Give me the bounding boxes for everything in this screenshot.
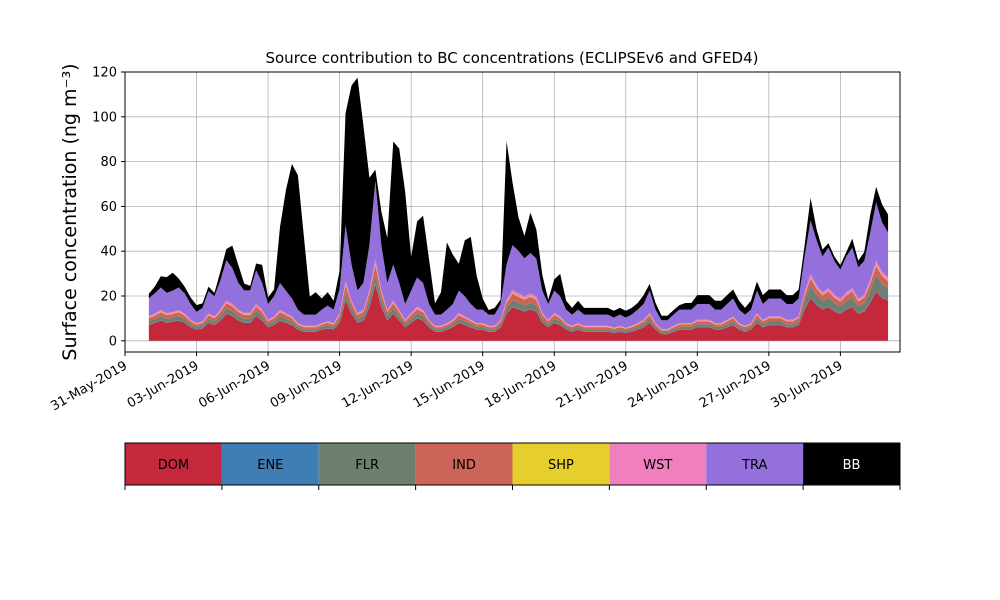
legend-label-tra: TRA	[741, 458, 767, 473]
legend-label-wst: WST	[643, 458, 672, 473]
legend-label-bb: BB	[843, 458, 861, 473]
legend-swatch-bb	[803, 443, 900, 485]
area-wst	[148, 259, 889, 330]
legend-label-flr: FLR	[355, 458, 379, 473]
area-flr	[148, 274, 889, 334]
area-dom	[148, 284, 889, 341]
y-tick-label: 40	[100, 245, 117, 260]
area-tra	[148, 180, 889, 330]
y-tick-label: 20	[100, 290, 117, 305]
y-axis-label: Surface concentration (ng m⁻³)	[59, 63, 81, 360]
y-tick-label: 60	[100, 200, 117, 215]
area-ene	[148, 283, 889, 335]
legend-label-ene: ENE	[257, 458, 283, 473]
legend: DOM ENE FLR IND SHP WST TRA BB	[124, 442, 901, 490]
legend-swatch-shp	[512, 443, 610, 485]
y-tick-label: 120	[92, 66, 117, 81]
legend-swatch-ind	[415, 443, 513, 485]
legend-swatch-tra	[706, 443, 804, 485]
legend-swatch-ene	[221, 443, 319, 485]
y-tick-label: 80	[100, 155, 117, 170]
y-axis: 0 20 40 60 80 100 120	[92, 66, 125, 349]
area-series	[148, 77, 889, 341]
area-ind	[148, 264, 889, 333]
legend-label-dom: DOM	[158, 458, 189, 473]
y-tick-label: 100	[92, 110, 117, 125]
legend-swatch-wst	[609, 443, 707, 485]
legend-swatch-flr	[318, 443, 416, 485]
y-tick-label: 0	[109, 334, 117, 349]
legend-swatch-dom	[125, 443, 222, 485]
plot-frame	[124, 71, 901, 353]
chart-title: Source contribution to BC concentrations…	[265, 49, 758, 67]
legend-label-shp: SHP	[548, 458, 574, 473]
legend-label-ind: IND	[452, 458, 476, 473]
area-bb	[148, 77, 889, 321]
